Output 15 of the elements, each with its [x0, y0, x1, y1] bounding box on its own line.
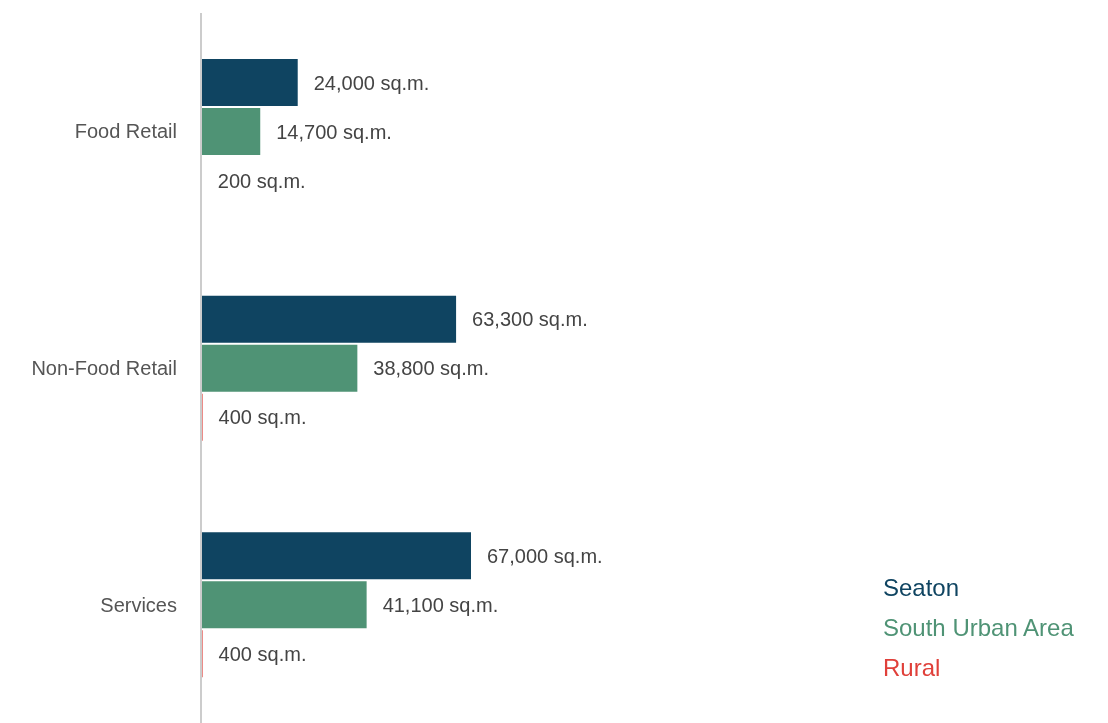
y-tick-label: Non-Food Retail: [31, 357, 177, 380]
text: Rural: [883, 653, 942, 683]
data-label: 41,100 sq.m.: [382, 593, 499, 616]
y-tick-label: Services: [100, 593, 177, 616]
data-label: 38,800 sq.m.: [373, 357, 489, 380]
data-label: 67,000 sq.m.: [487, 544, 603, 567]
data-label: 24,000 sq.m.: [313, 71, 430, 94]
data-label: 200 sq.m.: [217, 169, 306, 192]
y-tick-label: Food Retail: [74, 120, 177, 143]
data-label: 14,700 sq.m.: [276, 120, 392, 143]
text: South Urban Area: [883, 613, 1075, 643]
text: Seaton: [883, 573, 961, 603]
data-label: 400 sq.m.: [218, 406, 307, 429]
data-label: 63,300 sq.m.: [472, 308, 588, 331]
data-label: 400 sq.m.: [218, 642, 307, 665]
